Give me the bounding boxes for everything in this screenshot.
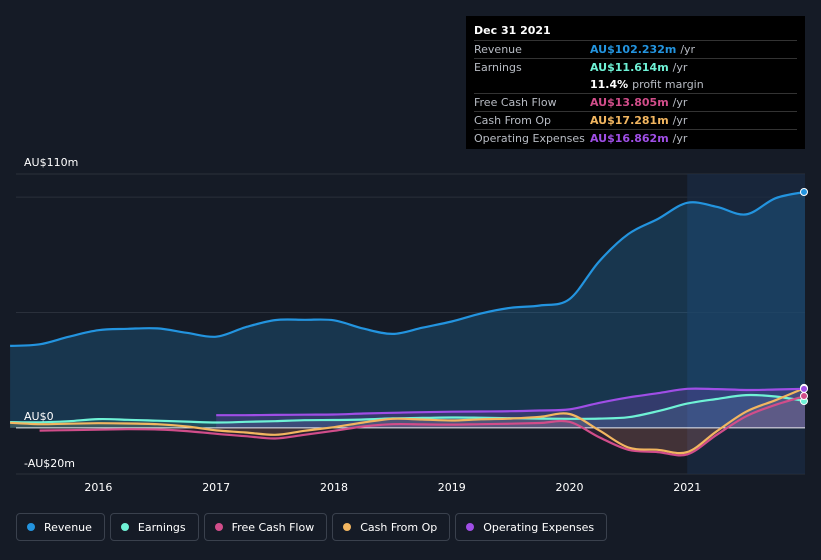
tooltip-row-label: Free Cash Flow [474,96,557,109]
earnings-area [10,394,806,428]
legend-label: Revenue [44,520,92,534]
tooltip-row-label: Operating Expenses [474,132,585,145]
tooltip-row-unit: profit margin [632,78,704,91]
tooltip-row: Earnings AU$11.614m/yr [474,58,797,76]
tooltip-row-unit: /yr [672,96,688,109]
legend-dot-icon [120,523,129,531]
free-cash-flow-end-marker [800,392,808,400]
x-tick-2016: 2016 [84,481,113,494]
tooltip-row: 11.4% profit margin [474,76,797,93]
tooltip-panel: Dec 31 2021 Revenue AU$102.232m/yr Earning… [466,16,805,149]
tooltip-row-unit: /yr [672,61,688,74]
revenue-end-marker [800,188,808,196]
legend-dot-icon [214,523,223,531]
x-tick-2017: 2017 [202,481,231,494]
operating-expenses-end-marker [800,384,808,393]
legend-item-revenue[interactable]: Revenue [16,513,105,541]
tooltip-row-unit: /yr [680,43,696,56]
revenue-area [10,192,806,428]
x-tick-2018: 2018 [319,481,348,494]
legend-label: Free Cash Flow [231,520,315,534]
tooltip-row-value: AU$11.614m [590,61,669,74]
tooltip-row-value: AU$102.232m [590,43,677,56]
chart-grid [16,173,805,475]
tooltip-row-label: Revenue [474,43,522,56]
legend-dot-icon [27,523,35,531]
x-tick-2021: 2021 [673,481,702,494]
tooltip-rows: Revenue AU$102.232m/yr Earnings AU$11.614m /… [474,40,797,147]
tooltip-date: Dec 31 2021 [474,24,551,37]
tooltip-row-value: AU$17.281m [590,114,669,127]
tooltip-row-value: AU$16.862m [590,132,669,145]
cash-from-op-area [10,387,806,454]
tooltip-row: Operating Expenses AU$16.862m/yr [474,129,797,147]
y-label-bottom: -AU$20m [24,457,76,470]
series-end-markers [800,188,808,406]
legend-item-cash-from-op[interactable]: Cash From Op [332,513,451,541]
legend-dot-icon [343,523,352,531]
revenue-line [10,190,806,347]
legend-label: Earnings [137,520,186,534]
operating-expenses-area [216,388,805,428]
tooltip-row: Cash From Op AU$17.281m/yr [474,111,797,129]
tooltip-row-value: AU$13.805m [590,96,669,109]
legend-item-earnings[interactable]: Earnings [109,513,199,541]
x-tick-2019: 2019 [437,481,466,494]
legend-label: Cash From Op [360,520,438,534]
tooltip-row-unit: /yr [672,132,688,145]
legend-dot-icon [466,523,475,531]
tooltip-row-label: Cash From Op [474,114,552,127]
tooltip-row-label [474,76,590,93]
x-tick-2020: 2020 [555,481,584,494]
y-label-zero: AU$0 [24,410,54,423]
y-label-top: AU$110m [24,156,79,169]
tooltip-row: Revenue AU$102.232m/yr [474,40,797,58]
tooltip-row: Free Cash Flow AU$13.805m/yr [474,93,797,111]
legend-item-free-cash-flow[interactable]: Free Cash Flow [203,513,328,541]
legend-label: Operating Expenses [483,520,595,534]
cash-from-op-line [10,386,806,455]
series-fills [10,192,806,456]
legend-item-operating-expenses[interactable]: Operating Expenses [455,513,608,541]
series-lines [10,190,806,457]
tooltip-row-value: 11.4% [590,78,629,91]
tooltip-row-label: Earnings [474,61,522,74]
forecast-highlight-band [687,174,805,474]
tooltip-row-unit: /yr [672,114,688,127]
chart-legend: Revenue Earnings Free Cash Flow Cash From O… [16,513,608,541]
